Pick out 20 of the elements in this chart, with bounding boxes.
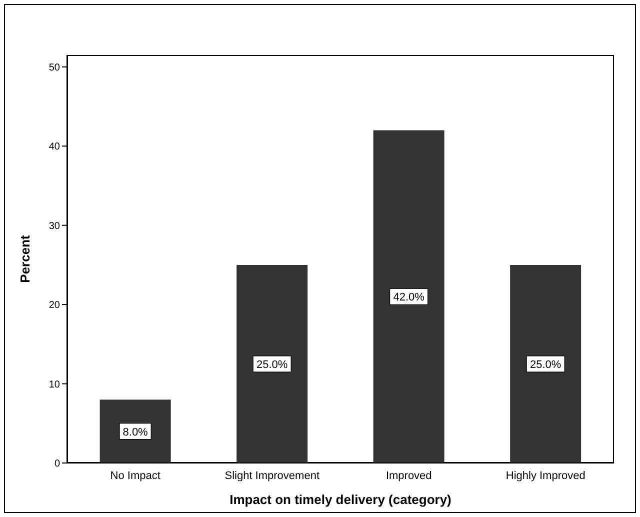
y-tick-label: 50	[48, 62, 60, 74]
y-tick-label: 0	[54, 458, 60, 470]
x-axis-title: Impact on timely delivery (category)	[230, 492, 452, 507]
y-tick-label: 40	[48, 142, 60, 153]
y-tick-label: 30	[48, 220, 60, 232]
x-tick-label: Highly Improved	[506, 470, 586, 482]
y-tick-label: 10	[48, 379, 60, 390]
y-tick-label: 20	[48, 300, 60, 312]
data-label: 25.0%	[256, 358, 288, 371]
y-axis-title: Percent	[18, 234, 33, 283]
x-tick-label: No Impact	[110, 470, 160, 482]
bar	[373, 130, 444, 463]
bar	[100, 400, 171, 463]
bar	[236, 264, 308, 463]
x-tick-label: Slight Improvement	[224, 470, 320, 482]
data-label: 8.0%	[122, 426, 148, 438]
data-label: 25.0%	[530, 358, 562, 371]
x-tick-label: Improved	[386, 470, 432, 482]
bar	[510, 264, 582, 463]
data-label: 42.0%	[393, 292, 425, 304]
